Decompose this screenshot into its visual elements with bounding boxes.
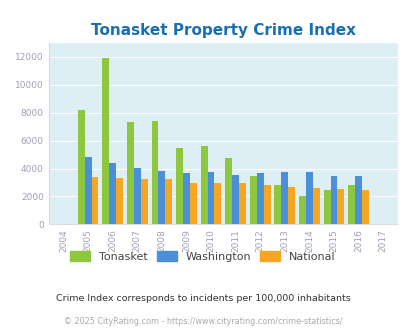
Bar [207,172,214,224]
Bar [225,158,232,224]
Bar [190,182,196,224]
Bar [127,122,134,224]
Bar [330,176,337,224]
Bar [274,184,281,224]
Text: © 2025 CityRating.com - https://www.cityrating.com/crime-statistics/: © 2025 CityRating.com - https://www.city… [64,317,341,326]
Bar [249,176,256,224]
Bar [116,178,123,224]
Title: Tonasket Property Crime Index: Tonasket Property Crime Index [91,22,355,38]
Bar [165,179,172,224]
Bar [347,184,354,224]
Bar [281,172,288,224]
Bar [183,174,190,224]
Bar [323,190,330,224]
Bar [141,179,147,224]
Bar [214,183,221,224]
Bar [84,157,91,224]
Bar [102,58,109,224]
Bar [337,189,343,224]
Bar [91,177,98,224]
Bar [256,174,263,224]
Bar [158,171,165,224]
Bar [77,110,84,224]
Bar [109,163,116,224]
Legend: Tonasket, Washington, National: Tonasket, Washington, National [66,247,339,267]
Text: Crime Index corresponds to incidents per 100,000 inhabitants: Crime Index corresponds to incidents per… [55,294,350,303]
Bar [176,148,183,224]
Bar [312,188,319,224]
Bar [298,196,305,224]
Bar [361,190,368,224]
Bar [134,168,141,224]
Bar [200,146,207,224]
Bar [239,183,245,224]
Bar [151,121,158,224]
Bar [288,187,294,224]
Bar [354,176,361,224]
Bar [232,175,239,224]
Bar [263,184,270,224]
Bar [305,172,312,224]
